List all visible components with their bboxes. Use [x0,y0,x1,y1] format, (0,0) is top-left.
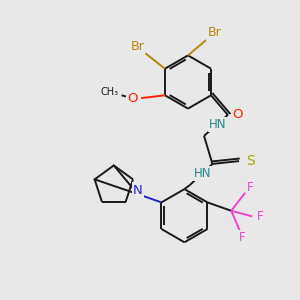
Text: F: F [239,231,246,244]
Text: Br: Br [207,26,221,40]
Text: F: F [247,181,253,194]
Text: N: N [133,184,142,196]
Text: S: S [246,154,254,168]
Text: CH₃: CH₃ [100,87,118,97]
Text: O: O [127,92,137,105]
Text: Br: Br [130,40,144,53]
Text: F: F [257,210,264,223]
Text: HN: HN [194,167,212,180]
Text: HN: HN [208,118,226,131]
Text: O: O [232,108,243,122]
